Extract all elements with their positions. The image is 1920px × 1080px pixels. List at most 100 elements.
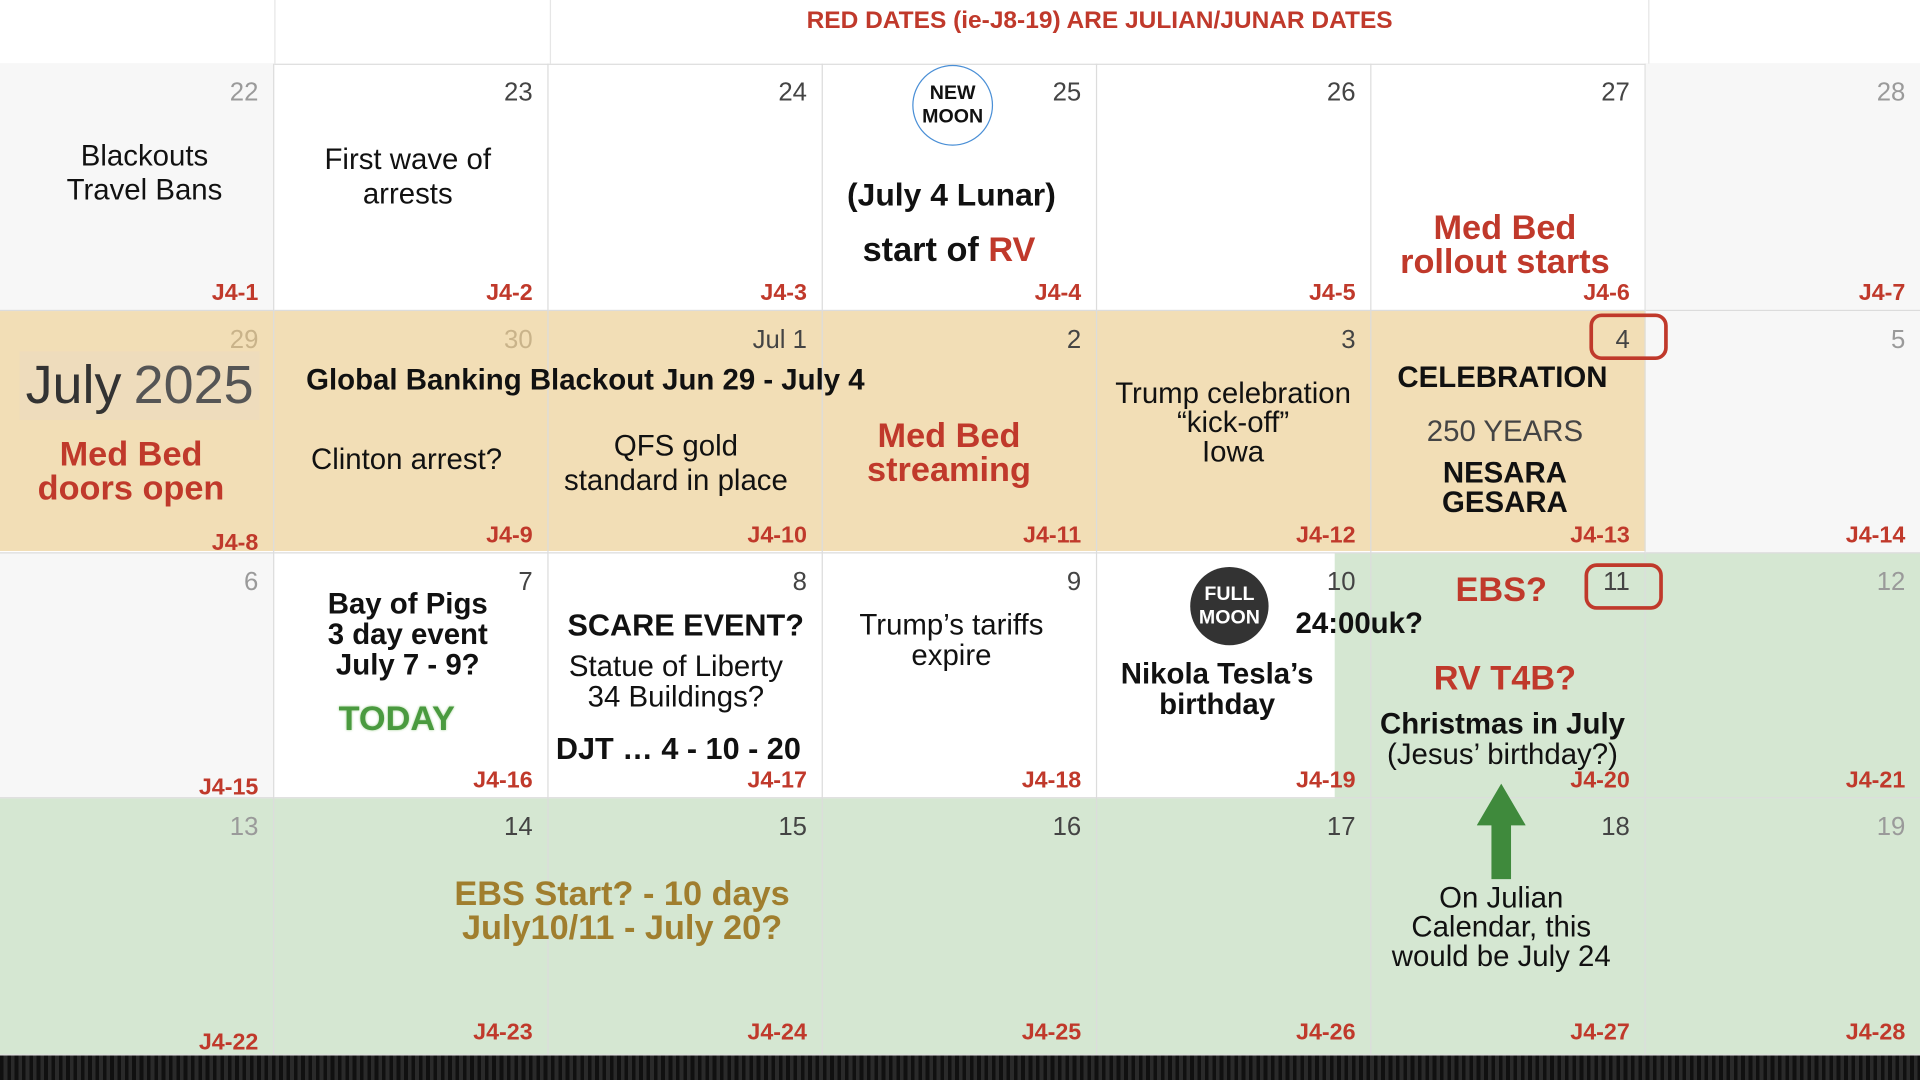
julian-code: J4-3 [760, 280, 807, 307]
day-cell[interactable]: 30 J4-9 [274, 311, 549, 554]
day-cell[interactable]: 2 J4-11 [822, 311, 1098, 554]
day-number: 4 [1615, 325, 1630, 354]
day-number: 28 [1876, 78, 1906, 107]
julian-code: J4-24 [747, 1020, 807, 1046]
djt-label: DJT … 4 - 10 - 20 [555, 732, 801, 767]
day-cell[interactable]: 10 J4-19 [1097, 553, 1372, 799]
event-line: Bay of Pigs [327, 587, 488, 621]
julian-code: J4-11 [1023, 522, 1082, 549]
julian-calendar-note: On Julian Calendar, this would be July 2… [1371, 883, 1631, 972]
medbed-rollout-event: Med Bed rollout starts [1371, 208, 1638, 280]
julian-dates-notice: RED DATES (ie-J8-19) ARE JULIAN/JUNAR DA… [806, 7, 1393, 35]
event-line: Trump celebration [1115, 377, 1351, 411]
year-label: 2025 [133, 355, 254, 416]
event-line: July 7 - 9? [335, 649, 480, 683]
day-cell[interactable]: 7 J4-16 [274, 553, 549, 799]
julian-code: J4-22 [198, 1029, 259, 1056]
event-line: Med Bed [877, 416, 1021, 455]
day-cell[interactable]: 29 J4-8 [0, 311, 275, 556]
trump-celebration-event: Trump celebration “kick-off” Iowa [1097, 377, 1369, 468]
julian-code: J4-7 [1858, 280, 1906, 307]
event-line: 34 Buildings? [587, 681, 765, 715]
julian-code: J4-1 [211, 280, 259, 307]
day-number: 22 [229, 78, 259, 107]
today-label: TODAY [338, 699, 455, 738]
julian-code: J4-17 [747, 767, 807, 794]
celebration-label: CELEBRATION [1397, 361, 1608, 395]
up-arrow-icon [1476, 783, 1526, 880]
highlight-ring [1589, 313, 1668, 361]
julian-code: J4-20 [1570, 767, 1630, 794]
event-line: Statue of Liberty [568, 650, 783, 684]
julian-code: J4-18 [1021, 767, 1082, 794]
medbed-streaming-event: Med Bed streaming [823, 416, 1075, 489]
day-cell[interactable]: 14 J4-23 [274, 798, 549, 1056]
event-line: QFS gold [613, 429, 738, 463]
day-cell[interactable]: 3 J4-12 [1097, 311, 1372, 554]
day-number: 14 [504, 813, 533, 842]
julian-code: J4-14 [1845, 522, 1906, 549]
julian-code: J4-13 [1570, 522, 1630, 549]
day-cell[interactable]: 12 J4-21 [1645, 553, 1920, 799]
event-line: Calendar, this [1411, 911, 1592, 945]
event-line: GESARA [1442, 486, 1568, 520]
julian-code: J4-16 [473, 767, 533, 794]
day-number: 12 [1876, 568, 1906, 597]
start-of-text: start of [862, 230, 989, 269]
day-number: 8 [792, 568, 807, 597]
day-cell[interactable]: 18 J4-27 [1371, 798, 1646, 1056]
day-cell[interactable]: 19 J4-28 [1645, 798, 1920, 1056]
day-cell[interactable]: 28 J4-7 [1645, 63, 1920, 312]
julian-code: J4-4 [1034, 280, 1082, 307]
day-number: 26 [1326, 78, 1356, 107]
day-number: 25 [1052, 78, 1082, 107]
july4-lunar-label: (July 4 Lunar) [847, 176, 1056, 214]
day-cell[interactable]: 25 J4-4 [822, 63, 1098, 312]
event-line: Med Bed [1433, 208, 1577, 247]
day-number: 3 [1341, 325, 1356, 354]
250-years-label: 250 YEARS [1426, 415, 1584, 449]
day-cell[interactable]: 16 J4-25 [822, 798, 1098, 1056]
moon-label: FULL [1204, 584, 1255, 605]
julian-code: J4-25 [1021, 1020, 1082, 1046]
moon-label: MOON [922, 106, 984, 128]
julian-code: J4-8 [211, 530, 259, 556]
rv-t4b-label: RV T4B? [1433, 658, 1577, 697]
day-cell[interactable]: 24 J4-3 [548, 63, 823, 312]
day-cell[interactable]: 22 J4-1 [0, 63, 275, 312]
day-cell[interactable]: 23 J4-2 [274, 63, 549, 312]
julian-code: J4-9 [486, 522, 533, 549]
day-cell[interactable]: 13 J4-22 [0, 798, 275, 1056]
julian-code: J4-2 [486, 280, 533, 307]
event-line: Blackouts [80, 139, 209, 173]
day-cell[interactable]: 17 J4-26 [1097, 798, 1372, 1056]
arrests-event: First wave of arrests [274, 143, 541, 211]
jesus-birthday-label: (Jesus’ birthday?) [1387, 738, 1618, 772]
tesla-birthday-event: Nikola Tesla’s birthday [1097, 659, 1337, 721]
julian-code: J4-15 [198, 775, 259, 801]
day-cell[interactable]: 26 J4-5 [1097, 63, 1372, 312]
julian-code: J4-10 [747, 522, 807, 549]
day-number: 6 [244, 568, 259, 597]
julian-code: J4-5 [1308, 280, 1356, 307]
day-cell[interactable]: 5 J4-14 [1645, 311, 1920, 554]
time-label: 24:00uk? [1295, 607, 1423, 641]
blackouts-event: Blackouts Travel Bans [0, 140, 289, 208]
day-cell[interactable]: 4 J4-13 [1371, 311, 1646, 554]
day-cell[interactable]: 27 J4-6 [1371, 63, 1646, 312]
tariffs-event: Trump’s tariffs expire [823, 610, 1080, 672]
event-line: streaming [867, 450, 1031, 489]
bay-of-pigs-event: Bay of Pigs 3 day event July 7 - 9? [274, 589, 541, 682]
day-cell[interactable]: Jul 1 J4-10 [548, 311, 823, 554]
bottom-texture-bar [0, 1055, 1920, 1080]
day-cell[interactable]: 8 J4-17 [548, 553, 823, 799]
day-cell[interactable]: 6 J4-15 [0, 553, 275, 801]
medbed-doors-event: Med Bed doors open [0, 437, 262, 506]
day-cell[interactable]: 15 J4-24 [548, 798, 823, 1056]
day-number: Jul 1 [752, 325, 807, 354]
day-cell[interactable]: 9 J4-18 [822, 553, 1098, 799]
event-line: NESARA [1442, 456, 1567, 490]
full-moon-badge: FULL MOON [1190, 566, 1269, 646]
new-moon-badge: NEW MOON [912, 64, 994, 146]
